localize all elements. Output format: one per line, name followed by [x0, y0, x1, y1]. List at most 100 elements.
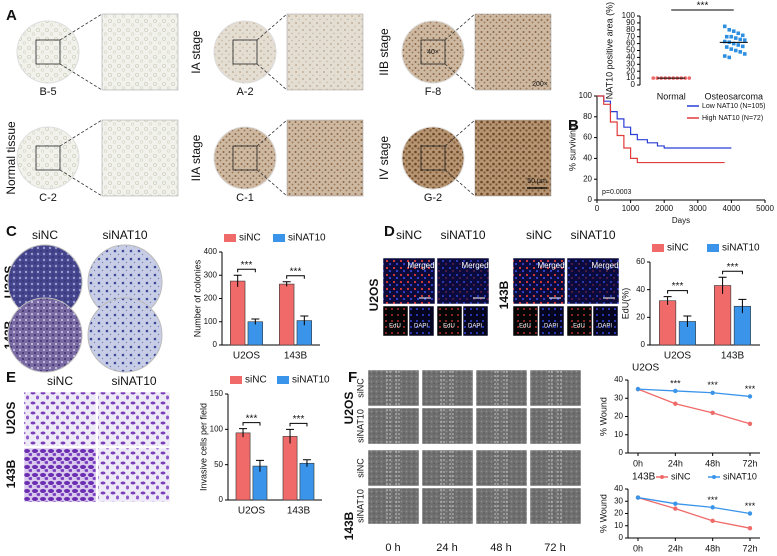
zoom-connector: [256, 63, 288, 91]
zoom-box: [35, 145, 61, 171]
point: [747, 511, 753, 516]
error-bar: [239, 428, 248, 438]
bar: [714, 285, 732, 346]
zoom-image: [286, 13, 364, 91]
panel-letter: A: [6, 7, 17, 24]
dot: [740, 44, 745, 49]
dot: [729, 34, 734, 39]
channel-label: DAPI: [468, 324, 482, 330]
y-tick-label: 20: [614, 412, 623, 421]
merged-image: [382, 257, 436, 305]
y-axis-title: EdU(%): [620, 288, 630, 320]
bar: [247, 321, 263, 346]
legend-marker: [712, 475, 716, 479]
point: [673, 501, 678, 506]
row-label: 143B: [342, 511, 356, 540]
invasion-image: [97, 447, 171, 503]
merged-image: [566, 257, 620, 305]
y-tick-label: 0: [619, 533, 624, 542]
y-tick-label: 200: [204, 294, 218, 303]
chart-title: 143B: [632, 472, 656, 483]
y-tick-label: 100: [204, 317, 218, 326]
zoom-connector: [256, 119, 288, 147]
sample-id: F-8: [425, 86, 442, 98]
x-tick-label: 4000: [723, 204, 741, 213]
row-label: U2OS: [342, 392, 356, 425]
x-tick-label: Normal: [657, 91, 686, 101]
error-bar: [663, 296, 672, 305]
dot: [736, 31, 741, 36]
y-tick-label: 300: [204, 270, 218, 279]
row-label: U2OS: [4, 402, 18, 435]
column-label: siNAT10: [570, 228, 615, 242]
row-label: 143B: [497, 280, 511, 309]
y-tick-label: 10: [614, 430, 623, 439]
merged-label: Merged: [591, 261, 618, 270]
p-value: p=0.0003: [602, 189, 631, 196]
y-axis-title: Invasive cells per field: [198, 403, 208, 491]
row-label: 143B: [4, 459, 18, 488]
x-tick-label: 72h: [742, 458, 757, 468]
significance-label: ***: [672, 281, 684, 292]
dot: [740, 33, 745, 38]
point: [673, 401, 678, 406]
dot: [687, 76, 692, 80]
significance-bracket: [289, 422, 308, 427]
dot: [733, 48, 738, 53]
x-tick-label: 48h: [705, 543, 720, 553]
x-tick-label: U2OS: [233, 351, 261, 362]
column-label: siNC: [32, 228, 58, 242]
y-tick-label: 0: [619, 448, 624, 457]
dot: [724, 45, 729, 49]
panel-letter: D: [384, 223, 395, 240]
y-tick-label: 150: [210, 389, 224, 398]
channel-label: EdU: [519, 324, 531, 330]
legend-swatch: [224, 234, 236, 242]
y-tick-label: 0: [213, 340, 218, 349]
channel-image: [592, 305, 619, 337]
y-tick-label: 30: [626, 59, 635, 68]
wound-image: [367, 487, 420, 525]
x-axis-title: Days: [672, 216, 690, 225]
y-tick-label: 100: [579, 91, 593, 100]
point: [747, 394, 753, 399]
tissue-core: [401, 126, 465, 190]
zoom-image: [286, 119, 364, 197]
y-tick-label: 50: [626, 46, 635, 55]
bar: [659, 300, 677, 346]
x-tick-label: 2000: [655, 204, 673, 213]
magnification: 40×: [427, 49, 439, 56]
error-bar: [282, 281, 291, 287]
channel-image: [462, 305, 489, 337]
column-label: siNAT10: [440, 228, 485, 242]
column-label: siNAT10: [111, 374, 156, 388]
y-tick-label: 80: [626, 25, 635, 34]
wound-image: [529, 369, 582, 407]
tissue-core: [213, 20, 277, 84]
merged-label: Merged: [461, 261, 488, 270]
legend-label: siNC: [671, 471, 691, 481]
x-tick-label: 24h: [668, 543, 683, 553]
y-tick-label: 70: [626, 32, 635, 41]
error-bar: [255, 459, 264, 472]
y-tick-label: 0: [588, 195, 593, 204]
condition-label: siNAT10: [355, 409, 365, 443]
y-tick-label: 100: [210, 424, 224, 433]
zoom-box: [420, 39, 446, 65]
zoom-connector: [256, 169, 288, 197]
error-bar: [300, 315, 309, 326]
row-label: U2OS: [367, 279, 381, 312]
channel-image: [408, 305, 435, 337]
wound-image: [529, 487, 582, 525]
error-bar: [251, 318, 260, 325]
row-label: Normal tissue: [4, 121, 18, 195]
x-tick-label: U2OS: [664, 351, 692, 362]
significance-bracket: [242, 422, 261, 426]
legend-swatch: [707, 244, 719, 252]
line: [637, 496, 751, 515]
sample-id: B-5: [39, 86, 56, 98]
channel-label: EdU: [389, 324, 401, 330]
panel-letter: C: [6, 223, 17, 240]
dot: [736, 43, 741, 47]
sample-id: C-2: [39, 192, 57, 204]
